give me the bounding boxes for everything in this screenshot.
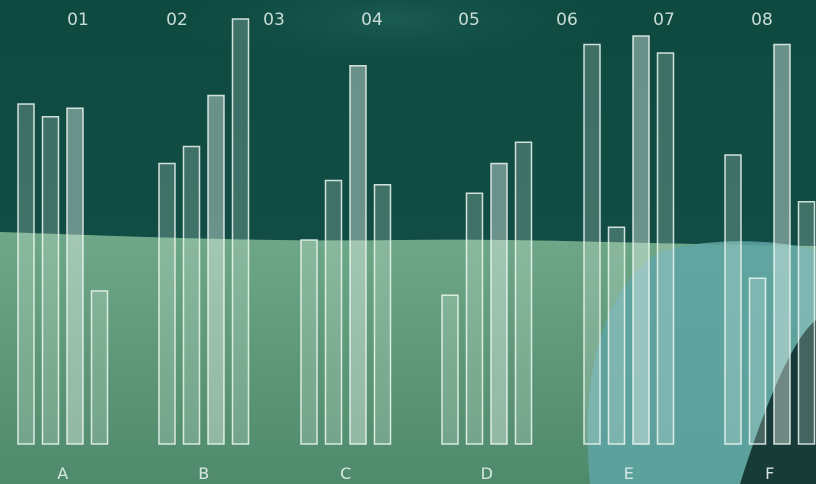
group-label-C: C [340,464,351,483]
group-label-E: E [624,464,634,483]
bar-E-4 [656,52,675,445]
bar-C-4 [373,184,392,445]
top-label-06: 06 [556,10,578,30]
top-label-01: 01 [67,10,89,30]
bar-C-2 [324,179,343,445]
bar-E-1 [583,43,601,445]
group-labels: A B C D E F [57,464,774,483]
top-label-02: 02 [166,10,188,30]
top-label-05: 05 [458,10,480,30]
bar-E-3 [632,35,650,445]
top-label-03: 03 [263,10,285,30]
bar-A-1 [17,103,35,445]
bar-A-2 [41,116,60,445]
bar-A-3 [66,107,84,445]
bar-C-3 [349,65,367,445]
bar-D-4 [514,141,533,445]
bar-F-2 [748,277,767,445]
bar-B-3 [207,94,225,445]
bar-B-4 [231,18,250,445]
bar-E-2 [607,226,626,445]
bar-C-1 [300,239,318,445]
top-label-04: 04 [361,10,383,30]
group-label-D: D [481,464,493,483]
top-label-07: 07 [653,10,675,30]
bars [17,18,816,445]
bar-F-4 [797,201,816,445]
bar-B-2 [182,145,201,445]
bar-D-2 [465,192,484,445]
bar-F-1 [724,154,742,445]
group-label-A: A [57,464,68,483]
bar-D-1 [441,294,459,445]
bar-B-1 [158,162,176,445]
bar-A-4 [90,290,109,445]
bar-F-3 [773,43,791,445]
bar-D-3 [490,162,508,445]
group-label-B: B [198,464,209,483]
top-label-08: 08 [751,10,773,30]
group-label-F: F [765,464,774,483]
top-labels: 01 02 03 04 05 06 07 08 [67,10,773,30]
